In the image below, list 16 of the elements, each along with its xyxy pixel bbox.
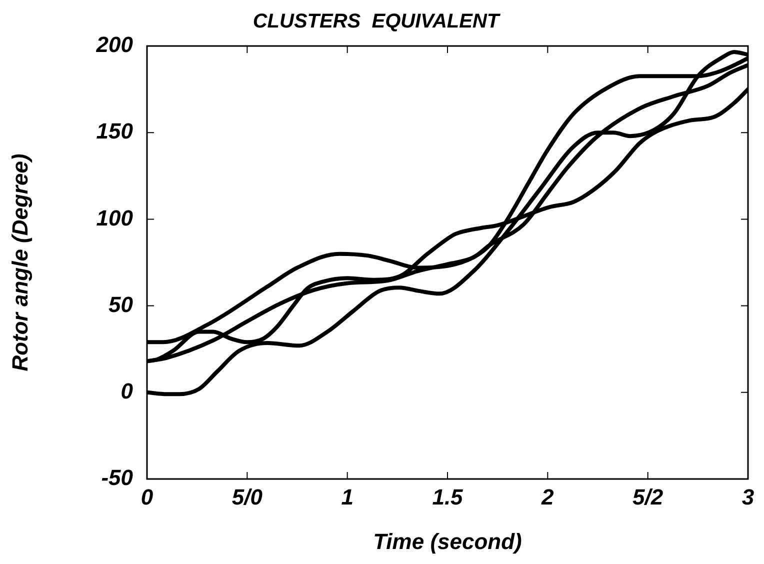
y-axis-title: Rotor angle (Degree) (7, 154, 32, 372)
y-tick-label: 0 (120, 378, 134, 404)
y-tick-label: -50 (101, 465, 134, 490)
chart-title: CLUSTERS EQUIVALENT (252, 10, 501, 33)
x-tick-label: 5/2 (632, 484, 664, 510)
x-tick-label: 3 (742, 484, 754, 510)
y-tick-label: 50 (108, 292, 134, 317)
y-tick-label: 100 (96, 205, 134, 230)
x-tick-label: 5/0 (232, 484, 264, 510)
x-tick-label: 1.5 (432, 484, 464, 510)
x-tick-label: 2 (540, 484, 555, 510)
y-tick-label: 150 (96, 118, 134, 144)
x-tick-label: 1 (341, 484, 354, 510)
x-axis-title: Time (second) (373, 528, 522, 554)
x-tick-label: 0 (140, 484, 154, 510)
y-tick-label: 200 (95, 32, 134, 58)
